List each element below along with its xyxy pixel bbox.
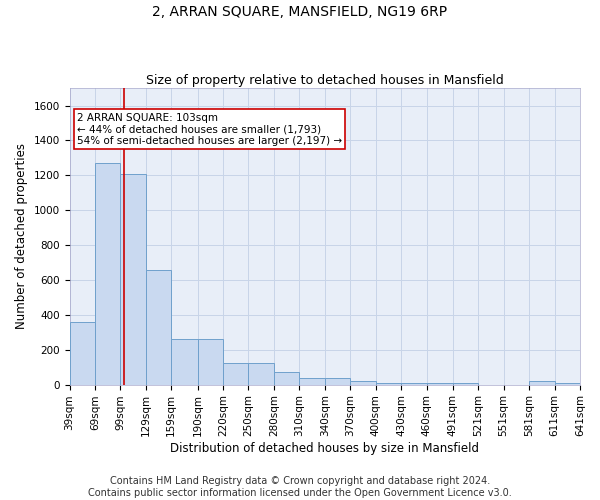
Bar xyxy=(453,383,478,384)
Bar xyxy=(401,383,427,384)
Bar xyxy=(274,372,299,384)
Bar xyxy=(146,270,171,384)
Bar xyxy=(171,340,197,384)
Text: 2, ARRAN SQUARE, MANSFIELD, NG19 6RP: 2, ARRAN SQUARE, MANSFIELD, NG19 6RP xyxy=(152,5,448,19)
Bar xyxy=(554,383,580,384)
Bar xyxy=(70,322,95,384)
Y-axis label: Number of detached properties: Number of detached properties xyxy=(15,144,28,330)
Bar xyxy=(427,383,453,384)
Bar xyxy=(95,163,121,384)
Bar xyxy=(121,174,146,384)
X-axis label: Distribution of detached houses by size in Mansfield: Distribution of detached houses by size … xyxy=(170,442,479,455)
Bar xyxy=(223,363,248,384)
Text: Contains HM Land Registry data © Crown copyright and database right 2024.
Contai: Contains HM Land Registry data © Crown c… xyxy=(88,476,512,498)
Title: Size of property relative to detached houses in Mansfield: Size of property relative to detached ho… xyxy=(146,74,503,87)
Bar xyxy=(529,381,554,384)
Bar xyxy=(376,383,401,384)
Bar xyxy=(248,363,274,384)
Bar xyxy=(325,378,350,384)
Text: 2 ARRAN SQUARE: 103sqm
← 44% of detached houses are smaller (1,793)
54% of semi-: 2 ARRAN SQUARE: 103sqm ← 44% of detached… xyxy=(77,112,342,146)
Bar xyxy=(197,340,223,384)
Bar xyxy=(299,378,325,384)
Bar xyxy=(350,381,376,384)
